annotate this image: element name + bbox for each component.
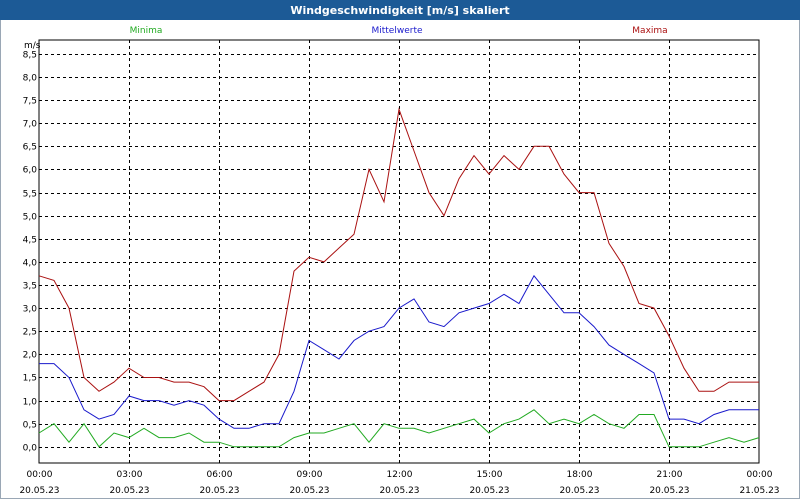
y-axis-label: m/s bbox=[24, 41, 41, 51]
x-tick-date: 20.05.23 bbox=[109, 486, 149, 496]
legend: Minima Mittelwerte Maxima bbox=[130, 26, 668, 36]
x-tick-date: 20.05.23 bbox=[199, 486, 239, 496]
y-tick-label: 0,5 bbox=[23, 421, 37, 431]
y-tick-label: 6,0 bbox=[23, 166, 38, 176]
x-tick-time: 03:00 bbox=[117, 470, 143, 480]
series-line-maxima bbox=[38, 107, 759, 402]
y-tick-label: 5,0 bbox=[23, 213, 38, 223]
y-tick-label: 2,5 bbox=[23, 328, 37, 338]
y-tick-label: 0,0 bbox=[23, 444, 38, 454]
y-tick-label: 4,0 bbox=[23, 259, 38, 269]
legend-minima: Minima bbox=[130, 26, 163, 36]
x-tick-date: 20.05.23 bbox=[379, 486, 419, 496]
y-tick-label: 3,0 bbox=[23, 305, 38, 315]
y-tick-label: 7,0 bbox=[23, 120, 38, 130]
x-tick-time: 00:00 bbox=[27, 470, 53, 480]
x-tick-time: 21:00 bbox=[657, 470, 683, 480]
x-tick-date: 20.05.23 bbox=[649, 486, 689, 496]
y-tick-label: 8,0 bbox=[23, 74, 38, 84]
y-tick-label: 2,0 bbox=[23, 351, 38, 361]
x-tick-time: 15:00 bbox=[477, 470, 503, 480]
x-tick-time: 09:00 bbox=[297, 470, 323, 480]
grid bbox=[39, 40, 759, 463]
x-tick-date: 20.05.23 bbox=[19, 486, 59, 496]
y-tick-label: 1,5 bbox=[23, 374, 37, 384]
y-tick-label: 1,0 bbox=[23, 398, 38, 408]
x-tick-date: 20.05.23 bbox=[469, 486, 509, 496]
y-tick-label: 7,5 bbox=[23, 97, 37, 107]
legend-mittelwerte: Mittelwerte bbox=[371, 26, 422, 36]
chart-title: Windgeschwindigkeit [m/s] skaliert bbox=[0, 0, 800, 20]
y-tick-label: 8,5 bbox=[23, 51, 37, 61]
x-tick-date: 21.05.23 bbox=[739, 486, 779, 496]
y-tick-label: 4,5 bbox=[23, 236, 37, 246]
x-tick-time: 12:00 bbox=[387, 470, 413, 480]
x-tick-date: 20.05.23 bbox=[559, 486, 599, 496]
plot-border bbox=[38, 39, 760, 464]
series-line-mittelwerte bbox=[39, 274, 759, 429]
axes: 0,0 0,5 1,0 1,5 2,0 2,5 3,0 3,5 4,0 4,5 5,0 5,5 6,0 6… bbox=[19, 39, 780, 496]
y-tick-label: 5,5 bbox=[23, 190, 37, 200]
x-tick-date: 20.05.23 bbox=[289, 486, 329, 496]
y-tick-label: 6,5 bbox=[23, 143, 37, 153]
series-line-minima bbox=[38, 409, 760, 448]
legend-maxima: Maxima bbox=[632, 26, 667, 36]
x-tick-time: 00:00 bbox=[747, 470, 773, 480]
x-tick-time: 18:00 bbox=[567, 470, 593, 480]
y-tick-label: 3,5 bbox=[23, 282, 37, 292]
series-lines bbox=[38, 107, 760, 448]
x-tick-time: 06:00 bbox=[207, 470, 233, 480]
